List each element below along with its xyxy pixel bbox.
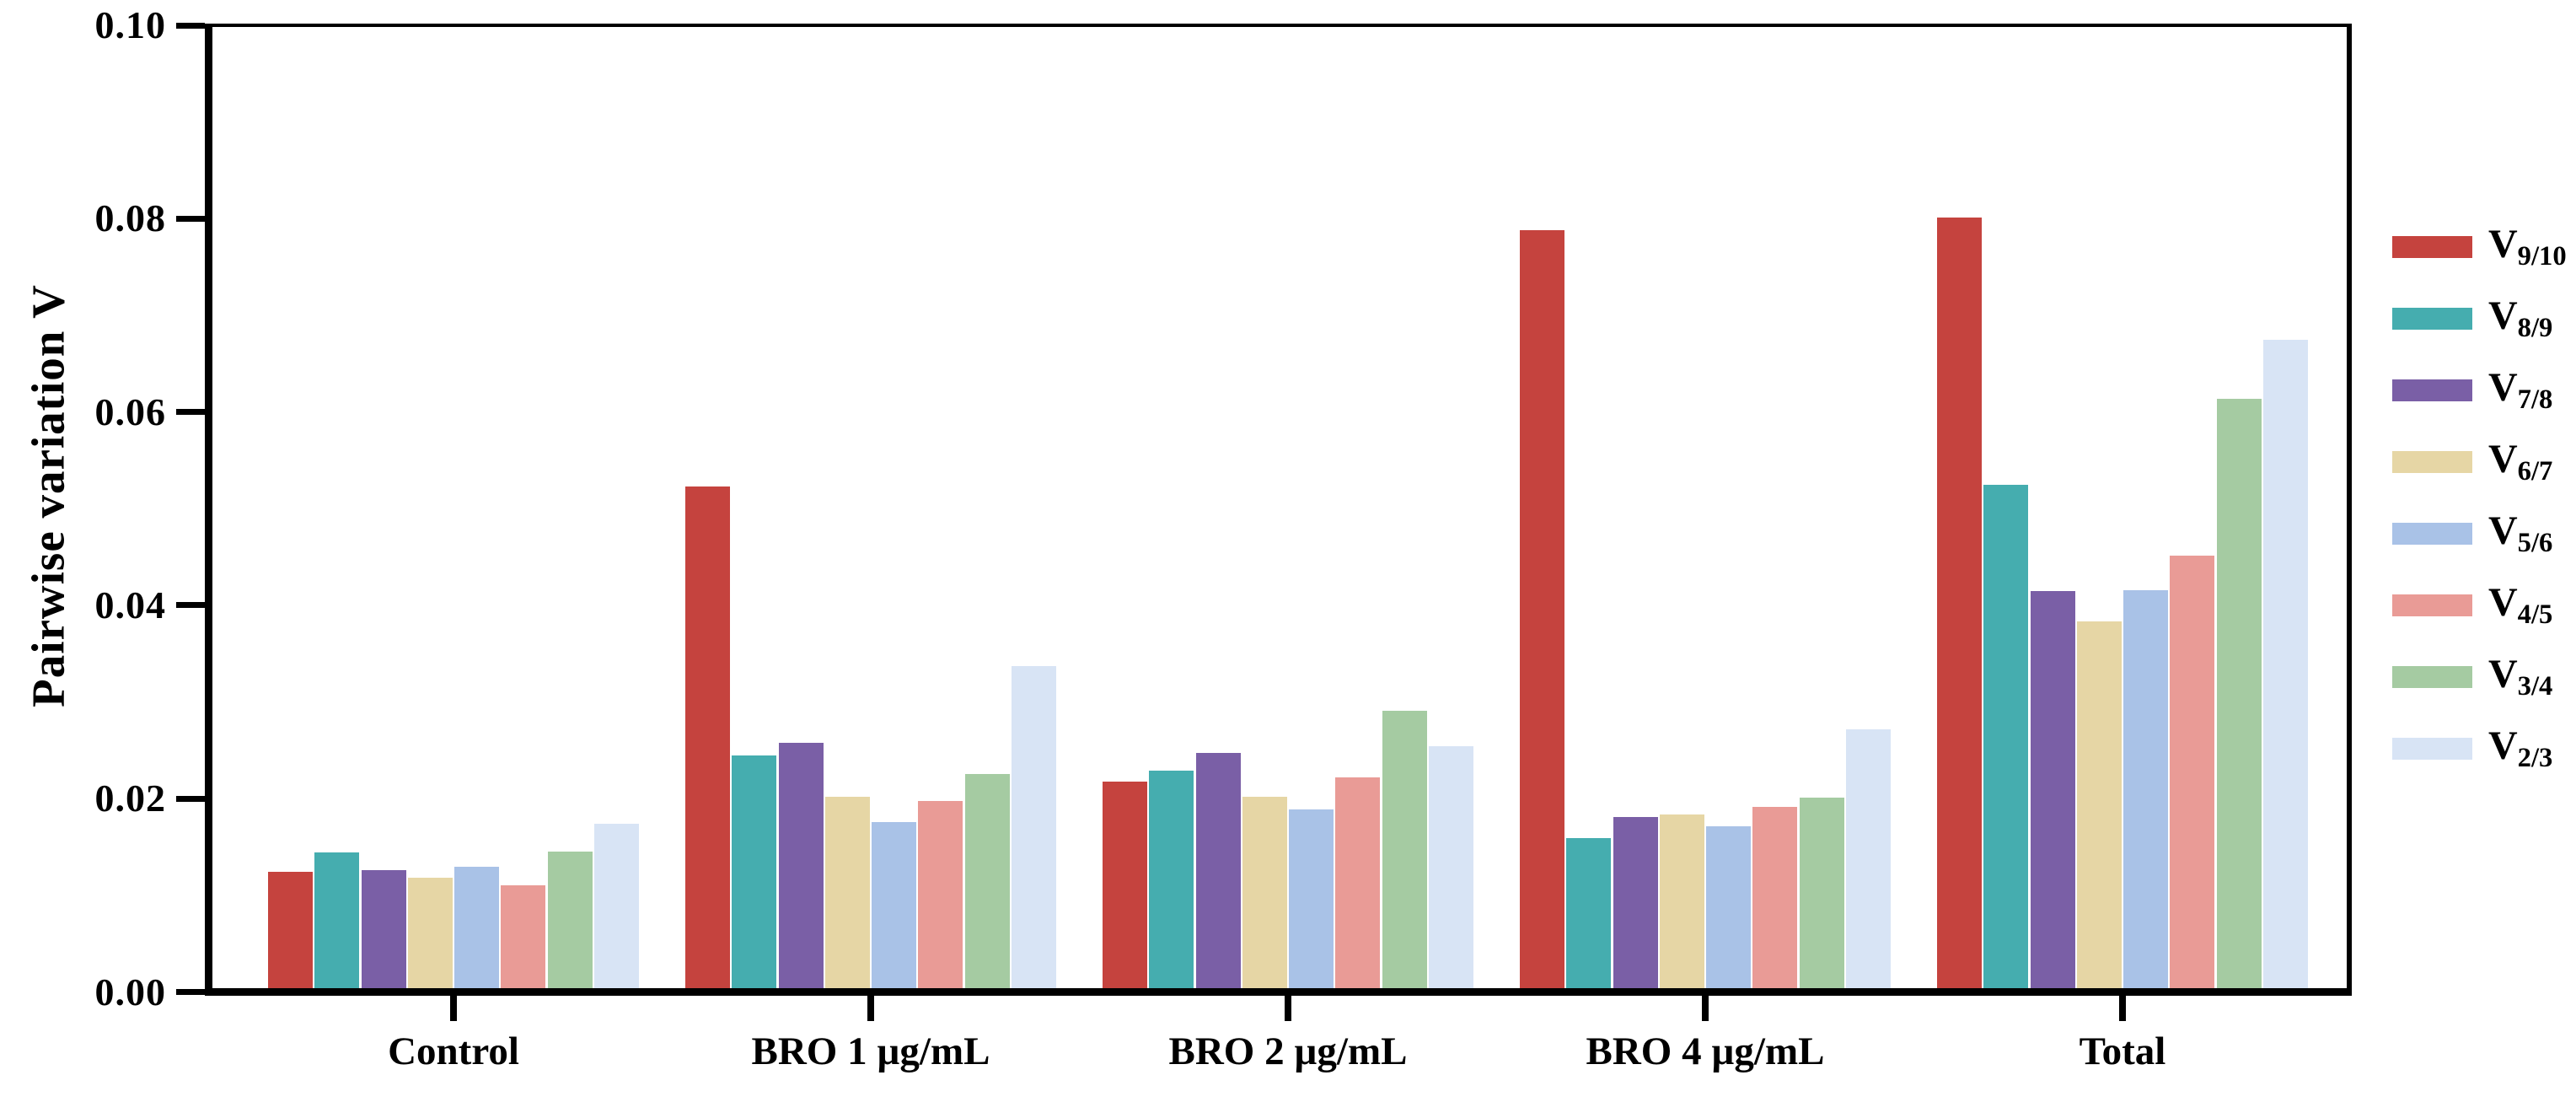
legend-swatch-v2-3 [2392,738,2472,760]
bar-bro-1-g-ml-v6-7 [824,797,870,988]
bar-total-v2-3 [2263,339,2309,988]
y-tick-0-02 [176,795,205,802]
bar-total-v8-9 [1983,484,2029,988]
legend-label-v3-4: V3/4 [2488,654,2552,707]
y-tick-label-0-08: 0.08 [94,196,166,240]
legend-label-sub: 4/5 [2517,599,2553,631]
bar-control-v5-6 [454,867,500,988]
bar-bro-2-g-ml-v5-6 [1289,809,1334,988]
legend-label-main: V [2488,365,2518,410]
x-tick-label-bro-4-g-ml: BRO 4 µg/mL [1586,1029,1825,1073]
legend-swatch-v6-7 [2392,451,2472,473]
y-tick-0-00 [176,989,205,995]
y-tick-0-06 [176,409,205,416]
plot-area [205,24,2352,996]
bar-bro-4-g-ml-v2-3 [1846,729,1892,988]
y-axis-title: Pairwise variation V [22,284,74,707]
legend-label-v8-9: V8/9 [2488,296,2552,348]
legend-label-sub: 7/8 [2517,384,2553,416]
bar-bro-1-g-ml-v2-3 [1012,666,1057,988]
bar-bro-4-g-ml-v7-8 [1613,817,1658,988]
legend-label-main: V [2488,580,2518,625]
y-tick-0-08 [176,215,205,222]
bar-bro-4-g-ml-v8-9 [1566,838,1612,988]
y-tick-label-0-02: 0.02 [94,777,166,820]
x-tick-bro-2-g-ml [1285,996,1291,1021]
legend-label-sub: 6/7 [2517,456,2553,487]
bar-bro-2-g-ml-v7-8 [1195,752,1241,988]
bar-total-v9-10 [1936,217,1982,988]
bar-bro-4-g-ml-v6-7 [1659,814,1704,988]
bar-control-v8-9 [314,852,360,988]
x-tick-label-bro-1-g-ml: BRO 1 µg/mL [751,1029,990,1073]
bar-bro-1-g-ml-v5-6 [872,821,917,988]
bar-control-v2-3 [594,824,640,988]
bar-bro-2-g-ml-v2-3 [1429,745,1474,988]
legend-swatch-v5-6 [2392,523,2472,545]
y-tick-label-0-00: 0.00 [94,970,166,1013]
legend-label-main: V [2488,652,2518,696]
x-tick-label-control: Control [388,1029,519,1073]
bar-bro-2-g-ml-v6-7 [1242,797,1287,988]
bar-bro-1-g-ml-v8-9 [732,755,777,988]
bar-control-v4-5 [501,885,546,988]
bar-total-v5-6 [2123,590,2169,988]
legend-label-v9-10: V9/10 [2488,224,2567,277]
legend-label-v7-8: V7/8 [2488,368,2552,420]
bar-control-v9-10 [267,872,313,988]
y-tick-label-0-10: 0.10 [94,3,166,46]
bar-bro-4-g-ml-v5-6 [1706,826,1752,988]
bar-bro-1-g-ml-v3-4 [964,773,1010,988]
y-tick-label-0-04: 0.04 [94,583,166,626]
bar-bro-4-g-ml-v4-5 [1752,806,1798,988]
legend-swatch-v4-5 [2392,594,2472,616]
legend-label-v2-3: V2/3 [2488,726,2552,778]
legend-label-sub: 8/9 [2517,313,2553,344]
x-tick-label-total: Total [2079,1029,2166,1073]
legend-label-sub: 9/10 [2517,241,2567,272]
bar-total-v3-4 [2216,399,2262,988]
legend-label-v4-5: V4/5 [2488,583,2552,635]
x-tick-bro-4-g-ml [1702,996,1709,1021]
bar-bro-2-g-ml-v9-10 [1102,781,1147,988]
legend-label-v6-7: V6/7 [2488,439,2552,492]
legend-label-main: V [2488,508,2518,553]
bar-control-v6-7 [407,877,453,988]
legend-swatch-v7-8 [2392,379,2472,401]
bar-control-v3-4 [547,852,593,988]
bar-total-v6-7 [2076,621,2122,988]
x-tick-bro-1-g-ml [867,996,874,1021]
bar-total-v4-5 [2170,556,2215,988]
legend-swatch-v8-9 [2392,308,2472,330]
legend-label-main: V [2488,293,2518,338]
legend-label-sub: 5/6 [2517,528,2553,559]
legend-label-v5-6: V5/6 [2488,511,2552,563]
y-tick-0-04 [176,602,205,609]
bar-bro-1-g-ml-v7-8 [778,743,824,988]
x-tick-label-bro-2-g-ml: BRO 2 µg/mL [1168,1029,1408,1073]
legend-swatch-v3-4 [2392,666,2472,688]
bar-bro-1-g-ml-v9-10 [684,486,730,988]
bar-bro-2-g-ml-v4-5 [1335,777,1381,988]
bar-bro-4-g-ml-v9-10 [1519,229,1564,988]
y-tick-label-0-06: 0.06 [94,390,166,433]
bar-bro-4-g-ml-v3-4 [1799,798,1844,988]
bar-bro-2-g-ml-v3-4 [1382,710,1427,988]
legend-label-main: V [2488,437,2518,481]
x-tick-total [2119,996,2126,1021]
legend-label-sub: 2/3 [2517,743,2553,774]
legend-label-main: V [2488,222,2518,266]
legend-label-sub: 3/4 [2517,671,2553,702]
y-tick-0-10 [176,22,205,29]
legend-label-main: V [2488,723,2518,768]
bar-bro-1-g-ml-v4-5 [918,800,963,988]
bar-control-v7-8 [361,869,406,988]
legend-swatch-v9-10 [2392,236,2472,258]
bar-total-v7-8 [2030,591,2075,988]
x-tick-control [450,996,457,1021]
bar-bro-2-g-ml-v8-9 [1149,771,1194,988]
